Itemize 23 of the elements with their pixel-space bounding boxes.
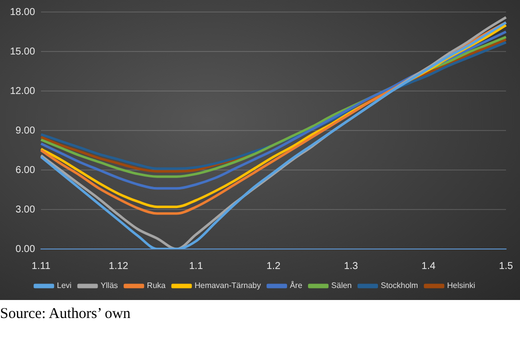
x-tick-label: 1.5 xyxy=(499,260,514,272)
legend-label: Åre xyxy=(290,281,303,290)
y-tick-label: 0.00 xyxy=(16,244,36,255)
x-tick-label: 1.4 xyxy=(422,260,436,272)
y-tick-label: 15.00 xyxy=(10,46,36,58)
x-tick-label: 1.12 xyxy=(108,260,129,272)
y-tick-label: 9.00 xyxy=(16,125,36,136)
y-tick-label: 18.00 xyxy=(10,6,36,18)
y-tick-label: 3.00 xyxy=(16,204,36,216)
legend-label: Ruka xyxy=(146,281,166,290)
source-note: Source: Authors’ own xyxy=(0,306,132,323)
y-tick-label: 6.00 xyxy=(16,164,36,176)
legend-label: Levi xyxy=(56,281,72,290)
x-tick-label: 1.11 xyxy=(32,260,51,272)
legend-label: Helsinki xyxy=(447,281,476,290)
x-tick-label: 1.1 xyxy=(189,260,204,272)
legend-label: Hemavan-Tärnaby xyxy=(194,281,261,290)
legend-label: Ylläs xyxy=(100,281,118,290)
y-tick-label: 12.00 xyxy=(10,86,36,97)
x-tick-label: 1.2 xyxy=(266,260,281,272)
x-tick-label: 1.3 xyxy=(344,260,358,272)
legend-label: Sälen xyxy=(331,281,352,290)
legend-label: Stockholm xyxy=(380,281,418,290)
